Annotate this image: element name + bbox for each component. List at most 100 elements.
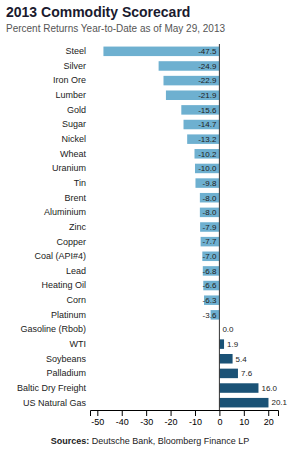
x-tick-mark [219,410,220,416]
data-label: -7.9 [203,223,217,232]
y-tick: Lead [66,266,90,276]
data-label: 0.0 [222,325,234,334]
y-tick: Palladium [46,368,90,378]
bar [103,47,219,57]
data-label: -15.6 [198,106,217,115]
x-tick-label: -50 [91,417,104,427]
data-label: 20.1 [271,398,287,407]
y-tick-label: Palladium [46,368,86,378]
bar [219,383,258,393]
x-tick-mark [146,410,147,416]
y-tick-label: Soybeans [46,354,87,364]
x-tick: -40 [116,410,129,427]
y-tick: Gold [67,105,90,115]
x-tick-label: -10 [189,417,202,427]
y-tick: Baltic Dry Freight [17,383,90,393]
x-tick-label: -20 [165,417,178,427]
y-tick: US Natural Gas [23,398,90,408]
data-label: -9.8 [203,179,217,188]
y-tick-label: Lumber [55,90,86,100]
data-label: -21.9 [198,91,217,100]
y-tick-label: Iron Ore [53,75,86,85]
y-tick: Steel [65,46,90,56]
y-tick: Heating Oil [41,280,90,290]
data-label: -10.2 [198,150,217,159]
x-tick-label: 0 [217,417,222,427]
bar [219,398,268,408]
y-tick: Gasoline (Rbob) [20,324,90,334]
y-tick-label: Sugar [62,119,86,129]
bar [184,120,220,130]
y-tick-label: Aluminium [44,207,86,217]
bar [219,339,224,349]
x-tick: -50 [91,410,104,427]
y-tick: Sugar [62,119,90,129]
data-label: -8.0 [203,208,217,217]
y-tick: WTI [70,339,91,349]
data-label: 16.0 [261,384,277,393]
y-tick: Corn [66,295,90,305]
data-label: -14.7 [198,120,217,129]
y-tick-label: Lead [66,266,86,276]
bars [103,47,268,408]
y-tick: Brent [64,193,90,203]
bar [202,252,219,262]
bar [201,237,220,247]
data-label: -7.7 [203,237,217,246]
x-tick-label: 10 [239,417,249,427]
subtitle: Percent Returns Year-to-Date as of May 2… [6,23,225,34]
data-label: -13.2 [198,135,217,144]
x-tick-mark [268,410,269,416]
y-tick-label: Baltic Dry Freight [17,383,87,393]
bar [219,354,232,364]
bar [200,193,220,203]
data-label: 7.6 [241,369,253,378]
plot: -50-40-30-20-1001020SteelSilverIron OreL… [17,44,288,427]
y-tick: Tin [74,178,90,188]
y-tick-label: Gold [67,105,86,115]
data-label: -6.6 [203,281,217,290]
data-labels: -47.5-24.9-22.9-21.9-15.6-14.7-13.2-10.2… [198,47,287,407]
data-label: 5.4 [236,355,248,364]
y-tick-label: Tin [74,178,86,188]
y-tick-label: US Natural Gas [23,398,87,408]
x-tick: 20 [264,410,274,427]
data-label: -47.5 [198,47,217,56]
x-tick-label: -30 [140,417,153,427]
y-tick-label: Steel [65,46,86,56]
y-tick: Nickel [61,134,90,144]
y-tick: Soybeans [46,354,90,364]
x-tick: -10 [189,410,202,427]
y-tick-label: WTI [70,339,87,349]
bar [219,369,238,379]
y-tick-label: Zinc [69,222,87,232]
y-tick-label: Coal (API#4) [34,251,86,261]
x-axis-line [91,411,279,417]
y-axis: SteelSilverIron OreLumberGoldSugarNickel… [17,46,90,407]
x-tick: -20 [165,410,178,427]
y-tick-label: Corn [66,295,86,305]
y-tick: Lumber [55,90,90,100]
y-tick-label: Nickel [61,134,86,144]
x-tick: 10 [239,410,249,427]
data-label: -24.9 [198,62,217,71]
x-tick: 0 [217,410,222,427]
y-tick-label: Heating Oil [41,280,86,290]
bar [159,61,220,71]
bar [200,208,220,218]
x-tick-mark [122,410,123,416]
y-tick-label: Brent [64,193,86,203]
x-tick-mark [171,410,172,416]
y-tick: Uranium [52,163,90,173]
bar [203,266,220,276]
x-tick-mark [244,410,245,416]
zero-line [219,44,220,410]
bar [200,222,219,232]
bar [194,149,219,159]
bar [203,281,219,291]
y-tick: Coal (API#4) [34,251,90,261]
data-label: -3.6 [203,311,217,320]
y-tick-label: Platinum [51,310,86,320]
source-part: Deutsche Bank, Bloomberg Finance LP [89,436,249,446]
x-tick-mark [97,410,98,416]
